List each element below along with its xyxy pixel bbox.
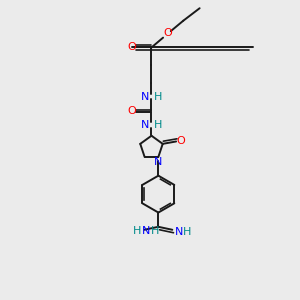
Text: N: N xyxy=(141,92,149,101)
Text: O: O xyxy=(164,28,172,38)
Text: O: O xyxy=(177,136,185,146)
Text: H: H xyxy=(134,226,142,236)
Text: H: H xyxy=(154,92,162,101)
Text: H: H xyxy=(183,226,191,237)
Text: N: N xyxy=(141,120,149,130)
Text: N: N xyxy=(142,226,151,236)
Text: O: O xyxy=(127,106,136,116)
Text: O: O xyxy=(127,42,136,52)
Text: H: H xyxy=(154,120,162,130)
Text: N: N xyxy=(154,157,163,167)
Text: H: H xyxy=(151,226,160,236)
Text: N: N xyxy=(174,226,183,237)
